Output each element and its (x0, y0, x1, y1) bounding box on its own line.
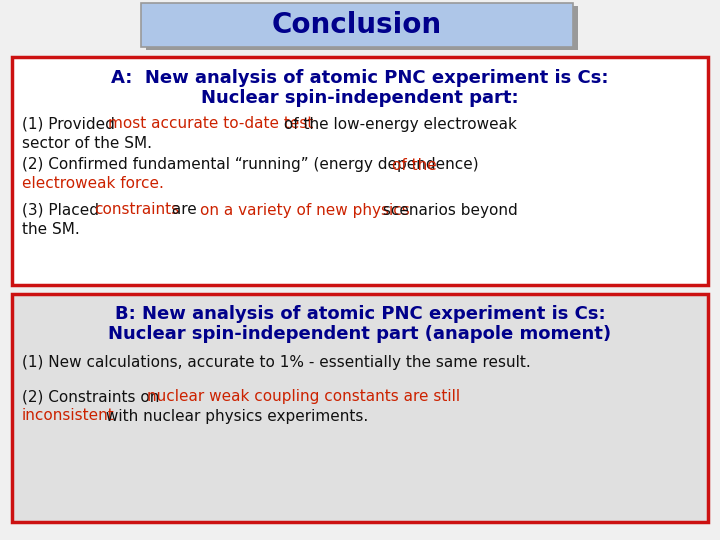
Text: Conclusion: Conclusion (272, 11, 442, 39)
Text: B: New analysis of atomic PNC experiment is Cs:: B: New analysis of atomic PNC experiment… (114, 305, 606, 323)
Text: electroweak force.: electroweak force. (22, 177, 164, 192)
FancyBboxPatch shape (146, 6, 578, 50)
Text: (2) Confirmed fundamental “running” (energy dependence): (2) Confirmed fundamental “running” (ene… (22, 158, 484, 172)
Text: nuclear weak coupling constants are still: nuclear weak coupling constants are stil… (148, 389, 461, 404)
Text: (3) Placed: (3) Placed (22, 202, 104, 218)
FancyBboxPatch shape (141, 3, 573, 47)
Text: scenarios beyond: scenarios beyond (379, 202, 518, 218)
Text: (1) Provided: (1) Provided (22, 117, 120, 132)
Text: (1) New calculations, accurate to 1% - essentially the same result.: (1) New calculations, accurate to 1% - e… (22, 354, 531, 369)
Text: sector of the SM.: sector of the SM. (22, 136, 152, 151)
Bar (12, 57, 708, 285)
Text: on a variety of new physics: on a variety of new physics (200, 202, 410, 218)
Text: of the: of the (392, 158, 436, 172)
Bar (12, 294, 708, 522)
Text: with nuclear physics experiments.: with nuclear physics experiments. (102, 408, 369, 423)
Text: Nuclear spin-independent part:: Nuclear spin-independent part: (201, 89, 519, 107)
Text: Nuclear spin-independent part (anapole moment): Nuclear spin-independent part (anapole m… (109, 325, 611, 343)
Text: (2) Constraints on: (2) Constraints on (22, 389, 164, 404)
Text: most accurate to-date test: most accurate to-date test (108, 117, 313, 132)
Text: constraints: constraints (94, 202, 180, 218)
Text: inconsistent: inconsistent (22, 408, 114, 423)
Text: the SM.: the SM. (22, 221, 80, 237)
Text: of the low-energy electroweak: of the low-energy electroweak (279, 117, 517, 132)
Text: are: are (167, 202, 202, 218)
Text: A:  New analysis of atomic PNC experiment is Cs:: A: New analysis of atomic PNC experiment… (112, 69, 608, 87)
